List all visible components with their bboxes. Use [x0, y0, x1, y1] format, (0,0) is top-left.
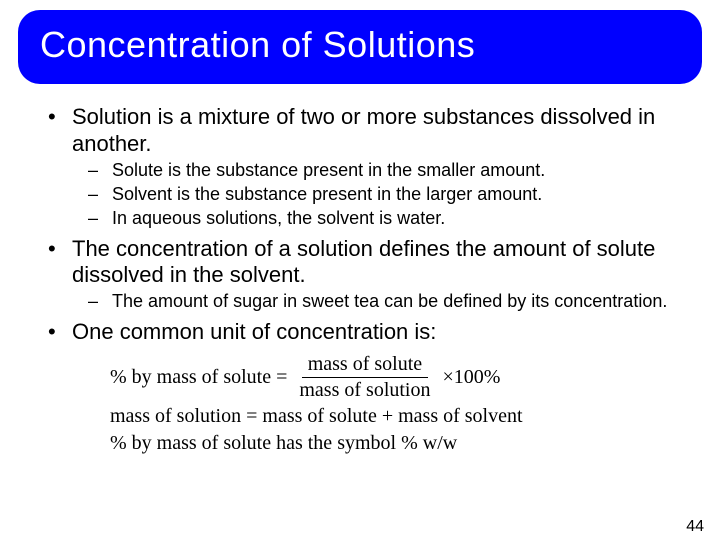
bullet-1: • Solution is a mixture of two or more s… — [48, 104, 690, 158]
slide-body: • Solution is a mixture of two or more s… — [0, 84, 720, 455]
formula-line3-text: % by mass of solute has the symbol % w/w — [110, 432, 457, 455]
bullet-marker: • — [48, 319, 72, 346]
bullet-1-sub-2: – Solvent is the substance present in th… — [88, 184, 690, 206]
bullet-1-sub-1: – Solute is the substance present in the… — [88, 160, 690, 182]
bullet-2-sub-1: – The amount of sugar in sweet tea can b… — [88, 291, 690, 313]
fraction-numerator: mass of solute — [302, 354, 428, 378]
fraction: mass of solute mass of solution — [293, 354, 436, 401]
page-number-text: 44 — [686, 518, 704, 535]
formula-line-3: % by mass of solute has the symbol % w/w — [110, 432, 690, 455]
bullet-2-sub-1-text: The amount of sugar in sweet tea can be … — [112, 291, 667, 313]
formula-line-1: % by mass of solute = mass of solute mas… — [110, 354, 690, 401]
fraction-denominator: mass of solution — [293, 378, 436, 401]
bullet-2: • The concentration of a solution define… — [48, 236, 690, 290]
formula-line2-text: mass of solution = mass of solute + mass… — [110, 405, 523, 428]
bullet-1-sub-3-text: In aqueous solutions, the solvent is wat… — [112, 208, 445, 230]
dash-marker: – — [88, 291, 112, 313]
bullet-1-sub-3: – In aqueous solutions, the solvent is w… — [88, 208, 690, 230]
page-number: 44 — [686, 518, 704, 536]
bullet-3-text: One common unit of concentration is: — [72, 319, 436, 346]
bullet-marker: • — [48, 236, 72, 290]
bullet-2-text: The concentration of a solution defines … — [72, 236, 690, 290]
dash-marker: – — [88, 160, 112, 182]
bullet-1-sub-1-text: Solute is the substance present in the s… — [112, 160, 545, 182]
bullet-marker: • — [48, 104, 72, 158]
slide-title-text: Concentration of Solutions — [40, 24, 475, 65]
slide-title: Concentration of Solutions — [18, 10, 702, 84]
formula-line-2: mass of solution = mass of solute + mass… — [110, 405, 690, 428]
bullet-3: • One common unit of concentration is: — [48, 319, 690, 346]
formula-line1-left: % by mass of solute = — [110, 366, 287, 389]
dash-marker: – — [88, 208, 112, 230]
bullet-1-text: Solution is a mixture of two or more sub… — [72, 104, 690, 158]
bullet-1-sub-2-text: Solvent is the substance present in the … — [112, 184, 542, 206]
formula-line1-right: ×100% — [443, 366, 501, 389]
dash-marker: – — [88, 184, 112, 206]
formula-block: % by mass of solute = mass of solute mas… — [110, 354, 690, 455]
